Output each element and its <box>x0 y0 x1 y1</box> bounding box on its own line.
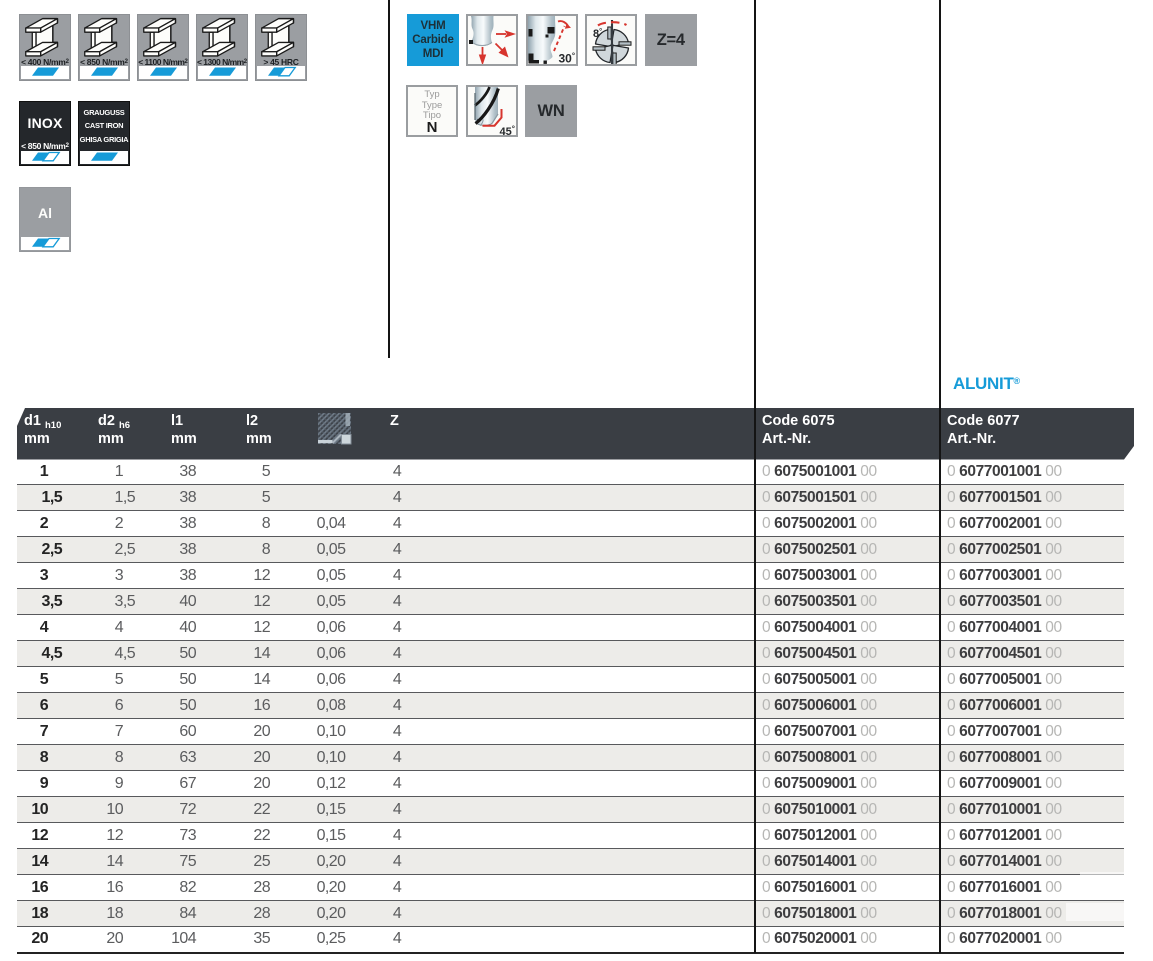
svg-text:8°: 8° <box>593 27 602 41</box>
svg-text:45°: 45° <box>500 125 515 139</box>
svg-text:30°: 30° <box>559 52 576 65</box>
